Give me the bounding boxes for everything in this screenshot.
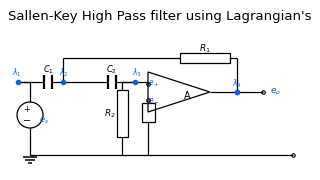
Text: $e_-$: $e_-$ <box>148 96 160 105</box>
Text: $\lambda_3$: $\lambda_3$ <box>132 67 142 79</box>
Text: $C_1$: $C_1$ <box>43 64 53 76</box>
Text: A: A <box>184 91 190 101</box>
Text: $\lambda_1$: $\lambda_1$ <box>12 67 22 79</box>
Bar <box>116 90 127 137</box>
Text: $R_1$: $R_1$ <box>199 43 211 55</box>
Text: $e_+$: $e_+$ <box>148 79 160 89</box>
Text: $\lambda_2$: $\lambda_2$ <box>59 67 69 79</box>
Bar <box>141 103 155 122</box>
Text: −: − <box>23 116 31 126</box>
Text: $C_2$: $C_2$ <box>107 64 117 76</box>
Text: +: + <box>24 105 30 114</box>
Text: $\lambda_4$: $\lambda_4$ <box>232 78 242 90</box>
Text: $e_s$: $e_s$ <box>39 116 49 126</box>
Text: $e_o$: $e_o$ <box>270 87 281 97</box>
Text: Sallen-Key High Pass filter using Lagrangian's: Sallen-Key High Pass filter using Lagran… <box>8 10 312 23</box>
Bar <box>180 53 230 63</box>
Text: $R_2$: $R_2$ <box>104 107 116 120</box>
